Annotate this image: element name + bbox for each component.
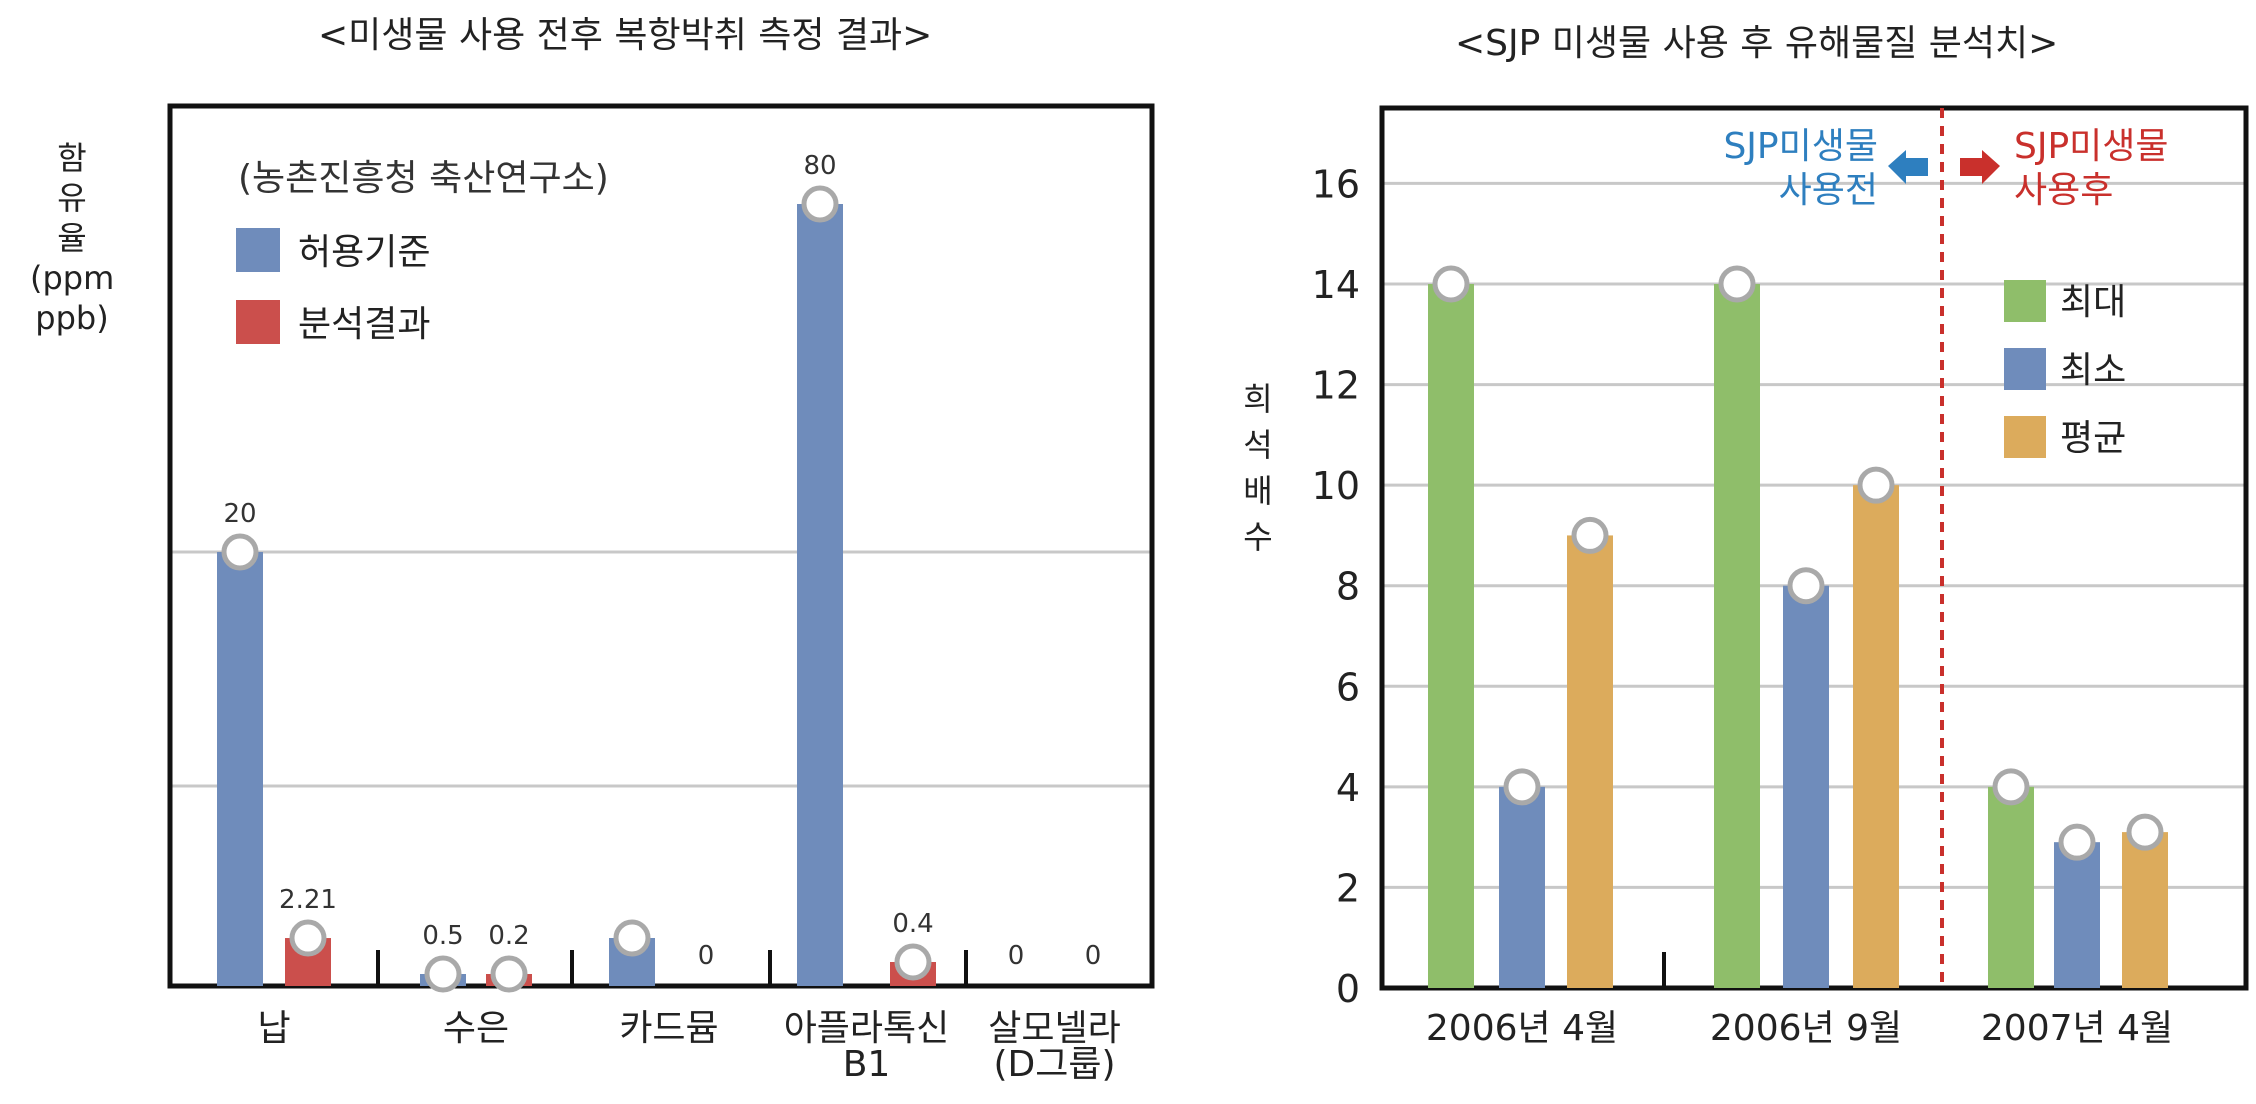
category-label: 카드뮴 [619,1008,718,1049]
category-label: 아플라톡신 B1 [784,1008,950,1085]
data-point-marker [1571,516,1609,554]
bar-avg [2122,832,2168,988]
data-point-marker [490,955,528,993]
bar-max [1988,786,2034,988]
left-arrow-icon [1888,150,1928,184]
y-tick-label: 12 [1312,364,1360,408]
legend-label: 분석결과 [298,304,430,345]
after-annotation-line: SJP미생물 [2014,126,2169,167]
bar-min [1499,786,1545,988]
data-point-marker [1787,567,1825,605]
right-chart-title: <SJP 미생물 사용 후 유해물질 분석치> [1455,23,2059,64]
data-point-marker [2126,813,2164,851]
data-label: 0 [698,941,715,971]
category-label: 납 [257,1008,290,1049]
before-annotation-line: 사용전 [1779,170,1878,211]
category-label-line: 아플라톡신 [784,1008,950,1049]
after-annotation-line: 사용후 [2014,170,2113,211]
legend-swatch [2004,416,2046,458]
legend-label: 최소 [2060,350,2126,391]
data-label: 0 [1085,941,1102,971]
category-label-line: 납 [257,1008,290,1049]
bar-max [1714,284,1760,988]
bar-standard [797,204,843,986]
data-point-marker [1992,768,2030,806]
category-label: 살모넬라 (D그룹) [988,1008,1120,1085]
right-arrow-icon [1960,150,2000,184]
data-label: 2.21 [279,885,337,915]
y-tick-label: 4 [1336,766,1360,810]
data-label: 20 [223,499,256,529]
data-label: 0.5 [422,921,463,951]
bar-avg [1567,535,1613,988]
bar-min [1783,585,1829,988]
category-label: 수은 [443,1008,509,1049]
bar-avg [1853,485,1899,988]
y-tick-label: 2 [1336,866,1360,910]
y-tick-label: 14 [1312,263,1360,307]
category-label: 2006년 9월 [1710,1008,1902,1049]
legend-label: 평균 [2060,418,2126,459]
bar-standard [217,552,263,986]
data-point-marker [2058,823,2096,861]
data-label: 0.2 [488,921,529,951]
category-label-line: 수은 [443,1008,509,1049]
bar-min [2054,842,2100,988]
legend-swatch [2004,348,2046,390]
data-point-marker [221,533,259,571]
legend-label: 최대 [2060,282,2126,323]
category-label: 2007년 4월 [1981,1008,2173,1049]
category-label: 2006년 4월 [1426,1008,1618,1049]
data-label: 0 [1008,941,1025,971]
legend-swatch [2004,280,2046,322]
category-label-line: (D그룹) [993,1044,1115,1085]
after-annotation: SJP미생물 사용후 [2014,126,2169,211]
data-point-marker [613,919,651,957]
y-tick-label: 10 [1312,464,1360,508]
y-tick-label: 0 [1336,967,1360,1011]
data-label: 80 [803,151,836,181]
left-plot-frame [167,103,1155,989]
data-point-marker [1718,265,1756,303]
legend-swatch [236,228,280,272]
y-tick-label: 6 [1336,665,1360,709]
data-point-marker [801,185,839,223]
source-annotation: (농촌진흥청 축산연구소) [238,158,609,199]
right-y-axis-label: 희 석 배 수 [1243,380,1273,556]
data-point-marker [424,955,462,993]
category-label-line: 살모넬라 [988,1008,1120,1049]
data-point-marker [1857,466,1895,504]
before-annotation-line: SJP미생물 [1723,126,1878,167]
before-annotation: SJP미생물 사용전 [1723,126,1878,211]
legend-label: 허용기준 [298,232,430,273]
y-tick-label: 16 [1312,162,1360,206]
data-point-marker [289,919,327,957]
data-point-marker [894,943,932,981]
legend-swatch [236,300,280,344]
data-label: 0.4 [892,909,933,939]
left-y-axis-label: 함 유 율 (ppm ppb) [30,139,115,337]
category-label-line: B1 [843,1044,891,1085]
bar-max [1428,284,1474,988]
y-tick-label: 8 [1336,565,1360,609]
data-point-marker [1503,768,1541,806]
left-chart-title: <미생물 사용 전후 복항박취 측정 결과> [318,15,933,56]
category-label-line: 카드뮴 [619,1008,718,1049]
data-point-marker [1432,265,1470,303]
